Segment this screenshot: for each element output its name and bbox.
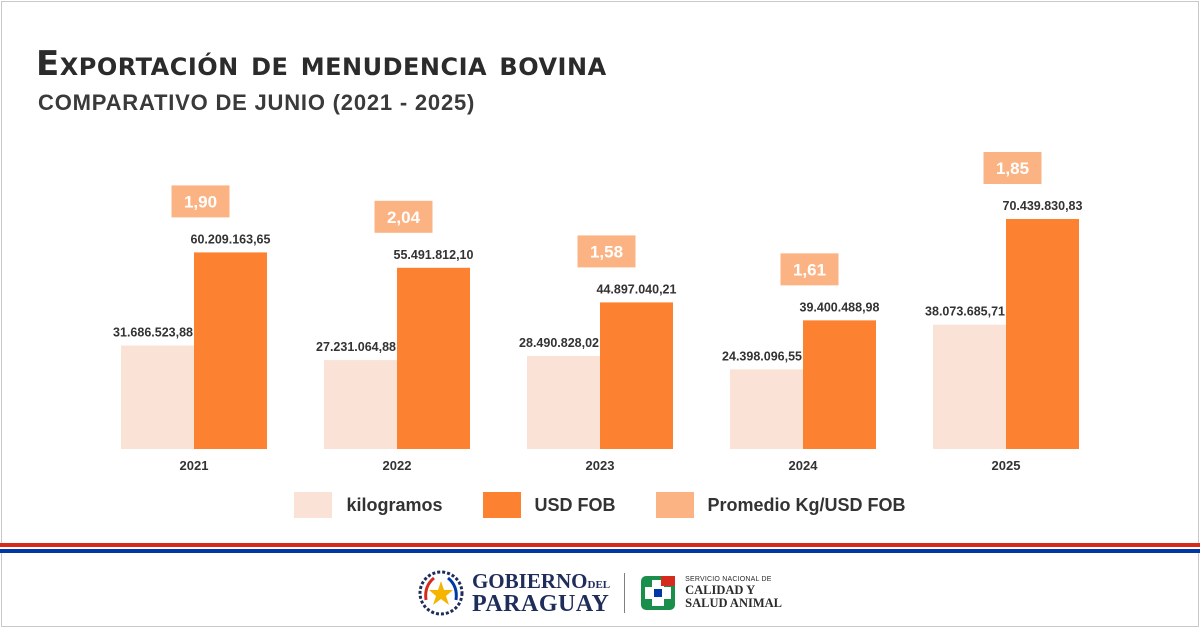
badge-promedio-2021: [171, 185, 230, 218]
label-promedio-2021: 1,90: [184, 192, 217, 211]
flag-stripes: [0, 543, 1200, 553]
label-promedio-2024: 1,61: [793, 260, 826, 279]
badge-promedio-2024: [780, 253, 839, 286]
badge-promedio-2023: [577, 235, 636, 268]
x-tick-2024: 2024: [789, 458, 819, 473]
bar-kilogramos-2024: [730, 369, 803, 449]
bar-kilogramos-2022: [324, 360, 397, 449]
gov-word-del: DEL: [587, 578, 611, 591]
flag-stripe-red: [0, 543, 1200, 547]
senacsa-logo: SERVICIO NACIONAL DE CALIDAD Y SALUD ANI…: [639, 574, 782, 612]
badge-promedio-2025: [983, 152, 1042, 184]
label-kilogramos-2024: 24.398.096,55: [722, 349, 802, 363]
footer-divider: [624, 573, 626, 613]
label-kilogramos-2022: 27.231.064,88: [316, 340, 396, 354]
label-usd-fob-2023: 44.897.040,21: [597, 282, 677, 296]
legend-swatch-promedio: [655, 492, 694, 518]
senacsa-line-3: SALUD ANIMAL: [685, 595, 783, 610]
label-kilogramos-2021: 31.686.523,88: [113, 326, 193, 340]
paraguay-seal-icon: [418, 570, 464, 616]
legend-label-usd-fob: USD FOB: [534, 494, 616, 515]
legend-label-promedio: Promedio Kg/USD FOB: [707, 494, 906, 515]
x-tick-2025: 2025: [992, 458, 1021, 473]
senacsa-line-2: CALIDAD Y: [685, 582, 756, 597]
bar-usd-fob-2024: [803, 320, 876, 449]
label-usd-fob-2025: 70.439.830,83: [1003, 199, 1083, 213]
bar-chart: 31.686.523,88 60.209.163,65 1,90 2021 27.231…: [113, 152, 1083, 473]
label-usd-fob-2021: 60.209.163,65: [191, 232, 271, 246]
label-promedio-2025: 1,85: [996, 159, 1029, 178]
legend-swatch-usd-fob: [482, 492, 521, 518]
label-kilogramos-2025: 38.073.685,71: [925, 305, 1005, 319]
bar-usd-fob-2025: [1006, 219, 1079, 449]
bar-kilogramos-2023: [527, 355, 600, 449]
legend-label-kilogramos: kilogramos: [346, 494, 443, 515]
legend-item-kilogramos: kilogramos: [294, 492, 443, 518]
legend-item-promedio: Promedio Kg/USD FOB: [655, 492, 906, 518]
x-tick-2021: 2021: [180, 458, 209, 473]
bar-usd-fob-2022: [397, 267, 470, 449]
bar-kilogramos-2025: [933, 324, 1006, 449]
senacsa-logo-icon: [641, 576, 676, 610]
bar-usd-fob-2023: [600, 302, 673, 449]
legend-item-usd-fob: USD FOB: [482, 492, 616, 518]
label-kilogramos-2023: 28.490.828,02: [519, 336, 599, 350]
x-tick-2022: 2022: [383, 458, 412, 473]
label-promedio-2022: 2,04: [387, 208, 421, 227]
gov-word-gobierno: GOBIERNO: [471, 568, 588, 593]
label-promedio-2023: 1,58: [590, 242, 623, 261]
gov-word-paraguay: PARAGUAY: [471, 590, 610, 617]
chart-title: Exportación de menudencia bovina: [36, 44, 607, 84]
bar-usd-fob-2021: [194, 252, 267, 449]
label-usd-fob-2022: 55.491.812,10: [394, 248, 474, 262]
flag-stripe-blue: [0, 549, 1200, 553]
flag-stripe-white: [0, 547, 1200, 549]
gobierno-paraguay-logo: GOBIERNODEL PARAGUAY: [418, 570, 610, 616]
footer-logos: GOBIERNODEL PARAGUAY SERVICIO NACIONAL D…: [0, 568, 1200, 618]
senacsa-line-1: SERVICIO NACIONAL DE: [685, 576, 772, 584]
badge-promedio-2022: [374, 200, 433, 233]
chart-subtitle: COMPARATIVO DE JUNIO (2021 - 2025): [38, 90, 476, 115]
legend-swatch-kilogramos: [294, 492, 333, 518]
label-usd-fob-2024: 39.400.488,98: [800, 300, 880, 314]
chart-legend: kilogramos USD FOB Promedio Kg/USD FOB: [0, 492, 1200, 518]
bar-kilogramos-2021: [121, 345, 194, 449]
x-tick-2023: 2023: [586, 458, 615, 473]
